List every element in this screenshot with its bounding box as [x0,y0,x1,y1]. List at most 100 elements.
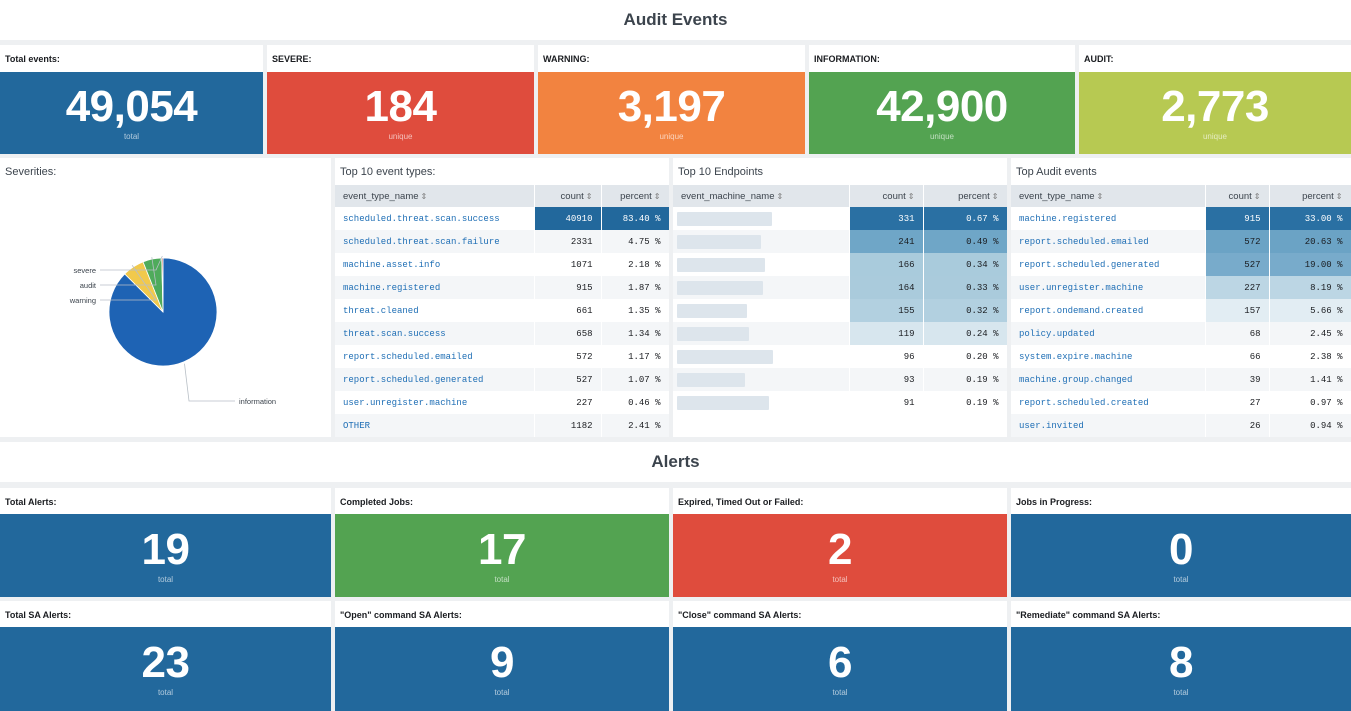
table-cell-name[interactable]: scheduled.threat.scan.failure [335,230,535,253]
column-header-event-machine-name[interactable]: event_machine_name ⇕ [673,185,850,207]
table-cell-count[interactable]: 40910 [534,207,602,230]
table-cell-count[interactable]: 331 [849,207,924,230]
table-cell-percent[interactable]: 2.41 % [601,414,669,437]
table-cell-count[interactable]: 27 [1205,391,1270,414]
table-row[interactable]: 164 0.33 % [673,276,1007,299]
table-cell-count[interactable]: 527 [534,368,602,391]
table-cell-count[interactable]: 661 [534,299,602,322]
table-cell-name[interactable]: report.scheduled.generated [335,368,535,391]
table-cell-count[interactable]: 2331 [534,230,602,253]
table-cell-count[interactable]: 227 [1205,276,1270,299]
table-cell-name[interactable]: machine.registered [1011,207,1206,230]
table-cell-percent[interactable]: 0.97 % [1269,391,1351,414]
table-cell-name[interactable]: report.scheduled.created [1011,391,1206,414]
table-row[interactable]: 331 0.67 % [673,207,1007,230]
table-cell-percent[interactable]: 83.40 % [601,207,669,230]
table-row[interactable]: scheduled.threat.scan.failure 2331 4.75 % [335,230,669,253]
table-row[interactable]: threat.cleaned 661 1.35 % [335,299,669,322]
table-row[interactable]: report.scheduled.emailed 572 1.17 % [335,345,669,368]
table-cell-name[interactable]: report.scheduled.emailed [1011,230,1206,253]
table-cell-name[interactable]: user.invited [1011,414,1206,437]
single-value-body[interactable]: 8 total [1011,627,1351,711]
table-cell-count[interactable]: 572 [1205,230,1270,253]
single-value-body[interactable]: 0 total [1011,514,1351,597]
table-cell-name[interactable]: report.ondemand.created [1011,299,1206,322]
single-value-body[interactable]: 49,054 total [0,72,263,154]
single-value-body[interactable]: 2,773 unique [1079,72,1351,154]
column-header-event-type-name[interactable]: event_type_name ⇕ [335,185,535,207]
table-cell-percent[interactable]: 0.33 % [923,276,1007,299]
table-cell-count[interactable]: 39 [1205,368,1270,391]
table-cell-percent[interactable]: 19.00 % [1269,253,1351,276]
table-cell-count[interactable]: 68 [1205,322,1270,345]
table-cell-name[interactable] [673,368,850,391]
table-row[interactable]: machine.registered 915 1.87 % [335,276,669,299]
table-cell-name[interactable]: report.scheduled.generated [1011,253,1206,276]
table-row[interactable]: 96 0.20 % [673,345,1007,368]
table-cell-percent[interactable]: 1.35 % [601,299,669,322]
table-cell-count[interactable]: 155 [849,299,924,322]
severities-pie-chart[interactable]: information warning audit severe [0,185,330,437]
table-row[interactable]: machine.asset.info 1071 2.18 % [335,253,669,276]
single-value-body[interactable]: 6 total [673,627,1007,711]
table-cell-name[interactable] [673,207,850,230]
table-cell-name[interactable] [673,299,850,322]
table-cell-percent[interactable]: 2.18 % [601,253,669,276]
single-value-body[interactable]: 184 unique [267,72,534,154]
table-cell-count[interactable]: 91 [849,391,924,414]
table-cell-count[interactable]: 227 [534,391,602,414]
table-cell-percent[interactable]: 20.63 % [1269,230,1351,253]
table-cell-count[interactable]: 658 [534,322,602,345]
table-row[interactable]: report.ondemand.created 157 5.66 % [1011,299,1351,322]
table-cell-name[interactable]: threat.cleaned [335,299,535,322]
table-cell-count[interactable]: 527 [1205,253,1270,276]
table-cell-percent[interactable]: 5.66 % [1269,299,1351,322]
single-value-body[interactable]: 42,900 unique [809,72,1075,154]
table-row[interactable]: policy.updated 68 2.45 % [1011,322,1351,345]
table-cell-name[interactable]: machine.group.changed [1011,368,1206,391]
table-cell-percent[interactable]: 0.19 % [923,391,1007,414]
table-cell-name[interactable]: report.scheduled.emailed [335,345,535,368]
column-header-percent[interactable]: percent ⇕ [923,185,1007,207]
column-header-count[interactable]: count ⇕ [849,185,924,207]
table-cell-count[interactable]: 241 [849,230,924,253]
single-value-body[interactable]: 19 total [0,514,331,597]
table-cell-percent[interactable]: 0.49 % [923,230,1007,253]
table-cell-count[interactable]: 915 [534,276,602,299]
table-cell-count[interactable]: 157 [1205,299,1270,322]
table-cell-percent[interactable]: 0.20 % [923,345,1007,368]
table-row[interactable]: report.scheduled.created 27 0.97 % [1011,391,1351,414]
table-row[interactable]: report.scheduled.emailed 572 20.63 % [1011,230,1351,253]
single-value-body[interactable]: 3,197 unique [538,72,805,154]
table-cell-percent[interactable]: 0.24 % [923,322,1007,345]
table-row[interactable]: user.unregister.machine 227 0.46 % [335,391,669,414]
table-cell-percent[interactable]: 2.45 % [1269,322,1351,345]
column-header-count[interactable]: count ⇕ [534,185,602,207]
table-cell-name[interactable] [673,345,850,368]
table-cell-percent[interactable]: 1.41 % [1269,368,1351,391]
table-row[interactable]: 166 0.34 % [673,253,1007,276]
table-cell-percent[interactable]: 0.94 % [1269,414,1351,437]
table-cell-percent[interactable]: 1.17 % [601,345,669,368]
table-cell-count[interactable]: 26 [1205,414,1270,437]
table-cell-name[interactable]: system.expire.machine [1011,345,1206,368]
column-header-percent[interactable]: percent ⇕ [1269,185,1351,207]
table-cell-name[interactable]: user.unregister.machine [1011,276,1206,299]
table-cell-count[interactable]: 66 [1205,345,1270,368]
table-row[interactable]: threat.scan.success 658 1.34 % [335,322,669,345]
column-header-event-type-name[interactable]: event_type_name ⇕ [1011,185,1206,207]
single-value-body[interactable]: 2 total [673,514,1007,597]
table-cell-name[interactable]: policy.updated [1011,322,1206,345]
table-row[interactable]: scheduled.threat.scan.success 40910 83.40 … [335,207,669,230]
table-cell-count[interactable]: 1182 [534,414,602,437]
table-row[interactable]: 93 0.19 % [673,368,1007,391]
table-cell-count[interactable]: 96 [849,345,924,368]
table-row[interactable]: user.unregister.machine 227 8.19 % [1011,276,1351,299]
table-row[interactable]: report.scheduled.generated 527 1.07 % [335,368,669,391]
table-cell-name[interactable]: threat.scan.success [335,322,535,345]
table-cell-count[interactable]: 164 [849,276,924,299]
table-cell-name[interactable]: machine.asset.info [335,253,535,276]
column-header-percent[interactable]: percent ⇕ [601,185,669,207]
table-cell-percent[interactable]: 2.38 % [1269,345,1351,368]
single-value-body[interactable]: 17 total [335,514,669,597]
